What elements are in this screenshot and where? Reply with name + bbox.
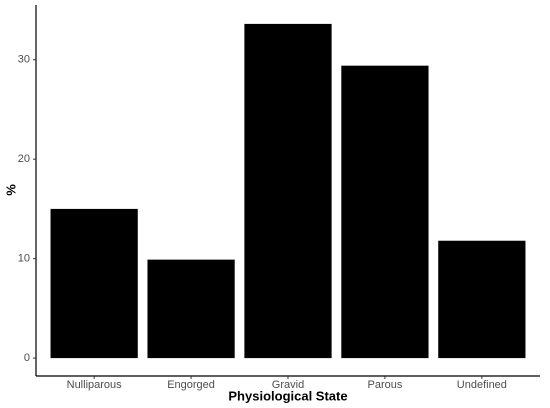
x-tick-label: Engorged <box>167 379 215 391</box>
y-tick-label: 10 <box>18 253 30 265</box>
y-axis-title: % <box>3 184 18 196</box>
bar <box>244 23 332 359</box>
y-tick-label: 30 <box>18 54 30 66</box>
y-tick-label: 0 <box>24 352 30 364</box>
y-tick-label: 20 <box>18 153 30 165</box>
bar <box>50 208 138 359</box>
bar <box>341 65 429 359</box>
x-tick-label: Nulliparous <box>67 379 123 391</box>
x-tick-label: Gravid <box>272 379 304 391</box>
x-tick-label: Undefined <box>457 379 507 391</box>
x-axis-title: Physiological State <box>228 388 347 403</box>
bar <box>438 240 526 359</box>
bar <box>147 259 235 359</box>
x-tick-label: Parous <box>367 379 402 391</box>
